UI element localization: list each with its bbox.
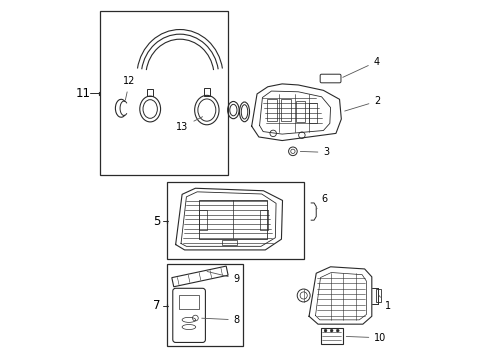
Circle shape [336,329,339,332]
Circle shape [324,329,326,332]
Text: 13: 13 [176,117,202,132]
Text: 8: 8 [202,315,240,325]
Text: 2: 2 [344,96,380,111]
Circle shape [329,329,332,332]
Bar [100,12,227,175]
Bar [281,99,291,121]
Bar [167,264,242,346]
Bar [199,211,206,230]
Bar [147,89,153,96]
Text: 12: 12 [123,76,135,100]
Bar [199,201,266,239]
Bar [167,182,303,259]
Text: 9: 9 [206,271,240,284]
Text: 4: 4 [342,57,379,77]
Text: 1: 1 [378,296,390,311]
Text: 7: 7 [153,299,161,312]
Bar [203,88,210,96]
Bar [260,211,267,230]
Bar [320,328,342,344]
Bar [295,101,304,122]
Text: 10: 10 [346,333,386,343]
Bar [266,99,277,121]
Bar [308,103,316,123]
Text: 6: 6 [316,194,327,210]
Bar [222,240,236,245]
Text: 5: 5 [152,215,160,228]
Bar [376,289,380,302]
Text: 11: 11 [76,87,91,100]
Text: 3: 3 [300,147,329,157]
Bar [179,296,199,309]
